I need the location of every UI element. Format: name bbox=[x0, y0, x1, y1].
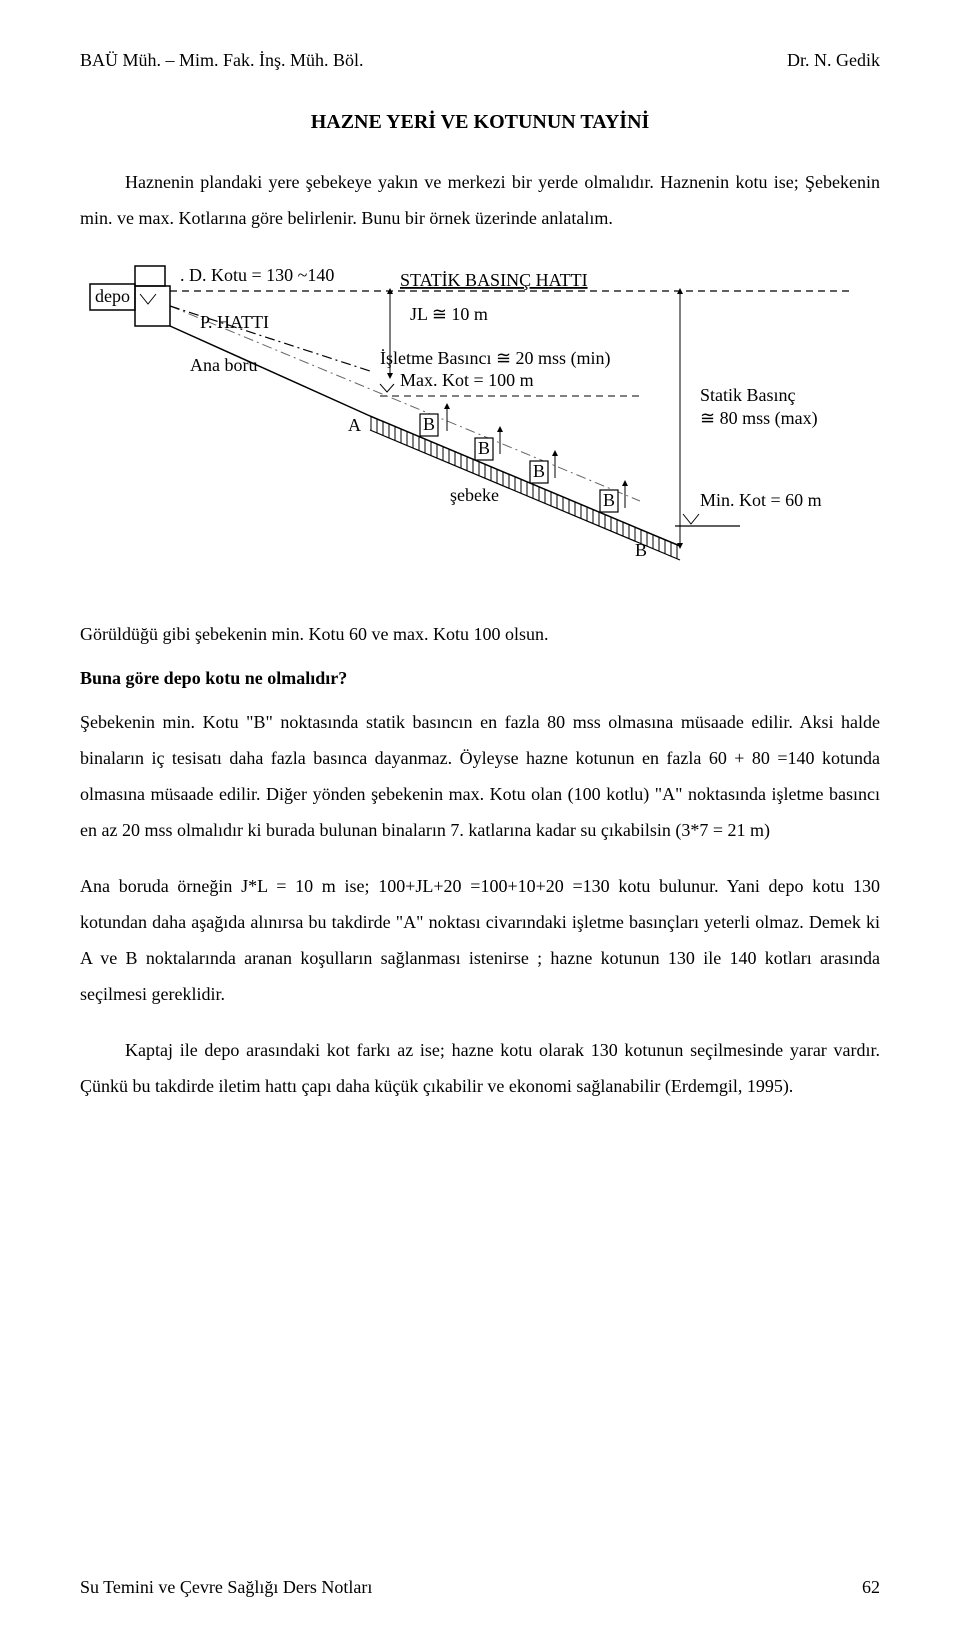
node-b3-label: B bbox=[533, 461, 545, 481]
page-footer: Su Temini ve Çevre Sağlığı Ders Notları … bbox=[80, 1577, 880, 1598]
statik-basinc-label-2: ≅ 80 mss (max) bbox=[700, 408, 818, 429]
depo-kotu-label: . D. Kotu = 130 ~140 bbox=[180, 265, 334, 285]
statik-hatti-label: STATİK BASINÇ HATTI bbox=[400, 270, 588, 290]
header-right: Dr. N. Gedik bbox=[787, 50, 880, 71]
diagram-svg: depo . D. Kotu = 130 ~140 STATİK BASINÇ … bbox=[80, 256, 880, 586]
node-b1-label: B bbox=[423, 414, 435, 434]
paragraph-3: Ana boruda örneğin J*L = 10 m ise; 100+J… bbox=[80, 868, 880, 1012]
paragraph-2-part1: Görüldüğü gibi şebekenin min. Kotu 60 ve… bbox=[80, 616, 880, 652]
minkot-label: Min. Kot = 60 m bbox=[700, 490, 822, 510]
footer-left: Su Temini ve Çevre Sağlığı Ders Notları bbox=[80, 1577, 372, 1598]
page-title: HAZNE YERİ VE KOTUNUN TAYİNİ bbox=[80, 111, 880, 134]
node-b-bottom-label: B bbox=[635, 540, 647, 560]
page: BAÜ Müh. – Mim. Fak. İnş. Müh. Böl. Dr. … bbox=[0, 0, 960, 1628]
paragraph-intro: Haznenin plandaki yere şebekeye yakın ve… bbox=[80, 164, 880, 236]
footer-page-number: 62 bbox=[862, 1577, 880, 1598]
maxkot-label: Max. Kot = 100 m bbox=[400, 370, 534, 390]
node-b4-label: B bbox=[603, 490, 615, 510]
jl-label: JL ≅ 10 m bbox=[410, 304, 488, 324]
header-left: BAÜ Müh. – Mim. Fak. İnş. Müh. Böl. bbox=[80, 50, 364, 71]
paragraph-4: Kaptaj ile depo arasındaki kot farkı az … bbox=[80, 1032, 880, 1104]
sebeke-label: şebeke bbox=[450, 485, 499, 505]
p-hatti-label: P. HATTI bbox=[200, 312, 269, 332]
paragraph-2-part2: Şebekenin min. Kotu "B" noktasında stati… bbox=[80, 704, 880, 848]
statik-basinc-label-1: Statik Basınç bbox=[700, 385, 796, 405]
node-b2-label: B bbox=[478, 438, 490, 458]
process-diagram: depo . D. Kotu = 130 ~140 STATİK BASINÇ … bbox=[80, 256, 880, 586]
depo-label: depo bbox=[95, 286, 130, 306]
paragraph-2-question: Buna göre depo kotu ne olmalıdır? bbox=[80, 660, 880, 696]
isletme-label: İşletme Basıncı ≅ 20 mss (min) bbox=[380, 348, 611, 369]
page-header: BAÜ Müh. – Mim. Fak. İnş. Müh. Böl. Dr. … bbox=[80, 50, 880, 71]
node-a-label: A bbox=[348, 415, 361, 435]
ana-boru-label: Ana boru bbox=[190, 355, 257, 375]
